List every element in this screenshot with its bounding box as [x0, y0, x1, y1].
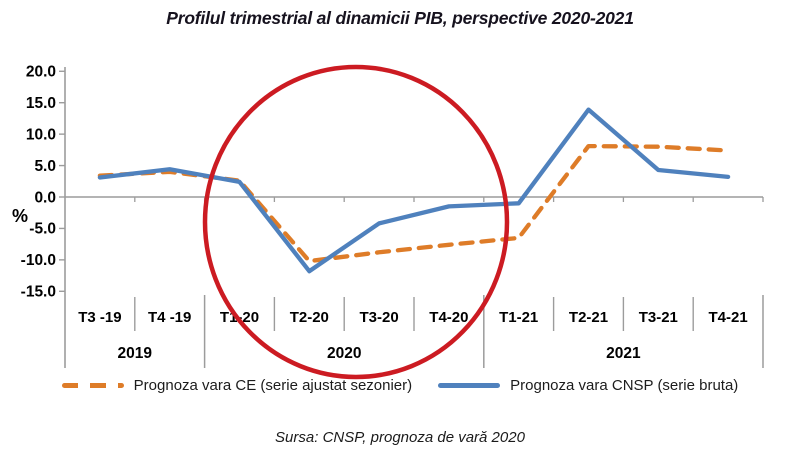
percent-axis-label: % [12, 206, 28, 226]
chart-title: Profilul trimestrial al dinamicii PIB, p… [166, 8, 634, 28]
ce-dashed-line-sample [61, 383, 124, 388]
category-label: T2-21 [569, 309, 608, 326]
category-label: T1-21 [499, 309, 538, 326]
y-tick-label: 20.0 [26, 64, 56, 81]
legend-item-ce: Prognoza vara CE (serie ajustat sezonier… [61, 377, 413, 394]
y-tick-label: 15.0 [26, 95, 56, 112]
y-tick-label: 0.0 [34, 189, 56, 206]
cnsp-solid-line-sample [438, 383, 501, 388]
legend-item-cnsp: Prognoza vara CNSP (serie bruta) [438, 377, 738, 394]
series-line-ce [97, 143, 731, 264]
highlight-ellipse [202, 64, 510, 380]
series-line-cnsp [97, 107, 731, 274]
category-label: T3-20 [360, 309, 399, 326]
year-label: 2021 [606, 345, 641, 362]
source-note: Sursa: CNSP, prognoza de vară 2020 [275, 429, 525, 446]
year-label: 2019 [118, 345, 153, 362]
year-label: 2020 [327, 345, 361, 362]
category-label: T4 -19 [148, 309, 191, 326]
category-label: T3 -19 [78, 309, 121, 326]
category-label: T2-20 [290, 309, 329, 326]
legend-label-ce: Prognoza vara CE (serie ajustat sezonier… [133, 377, 413, 394]
chart-legend: Prognoza vara CE (serie ajustat sezonier… [0, 377, 800, 394]
y-tick-label: -15.0 [21, 284, 56, 301]
y-tick-label: -10.0 [21, 252, 56, 269]
legend-label-cnsp: Prognoza vara CNSP (serie bruta) [510, 377, 739, 394]
category-label: T3-21 [639, 309, 678, 326]
y-tick-label: 5.0 [34, 158, 56, 175]
category-label: T4-20 [429, 309, 468, 326]
y-tick-label: 10.0 [26, 126, 56, 143]
category-label: T4-21 [709, 309, 748, 326]
y-tick-label: -5.0 [29, 221, 56, 238]
